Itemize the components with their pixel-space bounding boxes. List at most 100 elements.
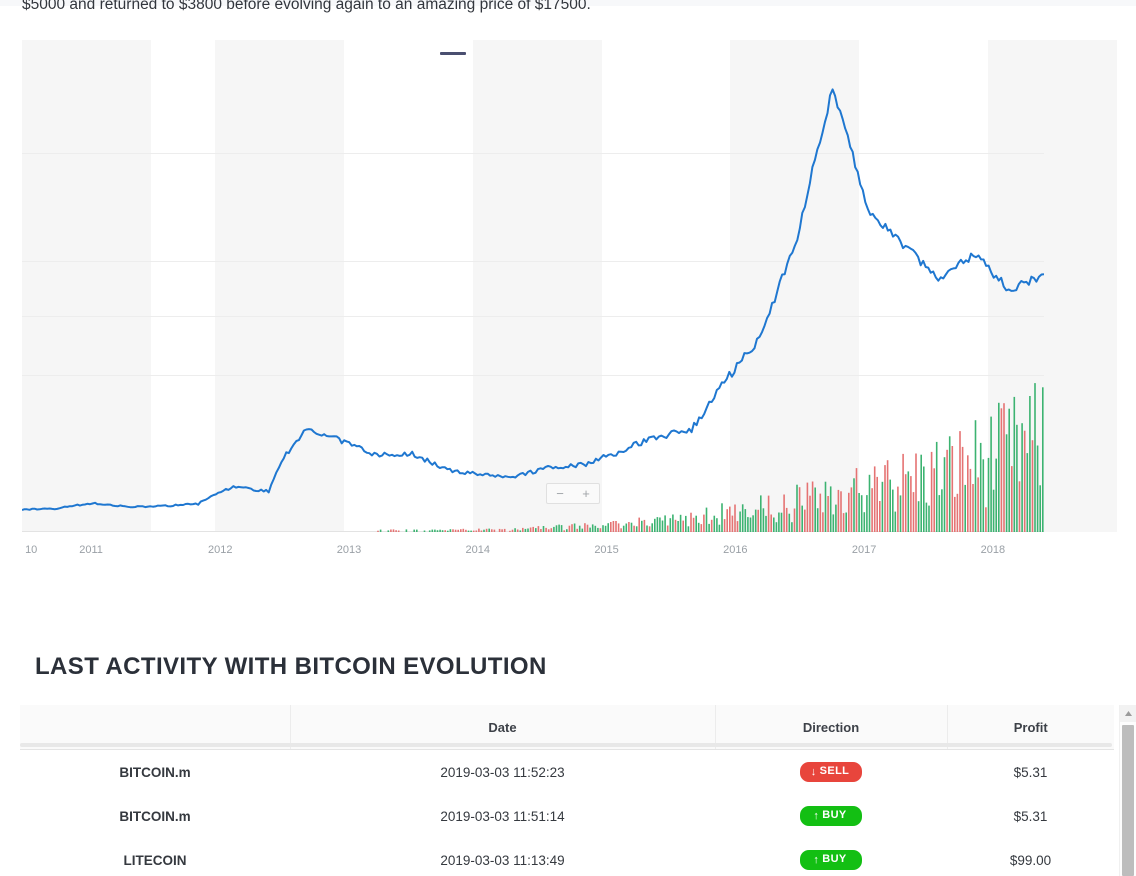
- volume-bar: [654, 518, 656, 532]
- activity-table-container[interactable]: Date Direction Profit BITCOIN.m 2019-03-0…: [20, 705, 1116, 876]
- volume-bar: [822, 512, 824, 532]
- volume-bar: [628, 522, 630, 532]
- table-row[interactable]: BITCOIN.m 2019-03-03 11:51:14 ↑ BUY $5.31: [20, 794, 1114, 838]
- volume-bar: [576, 528, 578, 532]
- chart-gridline: [22, 374, 1044, 376]
- volume-bar: [775, 522, 778, 532]
- chart-plot-area[interactable]: [22, 40, 1117, 532]
- volume-bar: [677, 521, 679, 532]
- volume-bar: [661, 520, 664, 532]
- volume-bar: [620, 528, 622, 532]
- zoom-in-button[interactable]: +: [582, 486, 590, 501]
- column-header-symbol[interactable]: [20, 705, 291, 750]
- volume-bar: [941, 489, 943, 532]
- volume-bar: [641, 520, 643, 532]
- volume-bar: [485, 528, 488, 532]
- volume-bar: [607, 523, 609, 532]
- volume-bar: [615, 521, 617, 532]
- volume-bar: [638, 517, 640, 532]
- volume-bar: [747, 517, 749, 532]
- volume-bar: [705, 507, 708, 532]
- table-header-row: Date Direction Profit: [20, 705, 1114, 750]
- volume-bar: [992, 489, 995, 532]
- volume-bar: [594, 525, 597, 532]
- volume-bar: [904, 474, 907, 532]
- volume-bar: [858, 493, 860, 532]
- volume-bar: [801, 505, 803, 532]
- volume-bar: [718, 524, 721, 532]
- volume-bar: [540, 529, 542, 532]
- volume-bar: [480, 530, 483, 532]
- volume-bar: [488, 528, 490, 532]
- volume-bar: [793, 508, 796, 532]
- volume-bar: [646, 525, 648, 532]
- column-header-profit[interactable]: Profit: [947, 705, 1114, 750]
- volume-bar: [1008, 408, 1010, 532]
- table-row[interactable]: BITCOIN.m 2019-03-03 11:52:23 ↓ SELL $5.31: [20, 749, 1114, 794]
- volume-bar: [560, 525, 563, 532]
- volume-bar: [405, 529, 408, 532]
- volume-bar: [431, 529, 434, 532]
- volume-bar: [682, 520, 684, 532]
- chart-year-band: [215, 40, 345, 532]
- column-header-direction[interactable]: Direction: [715, 705, 948, 750]
- volume-bar: [491, 529, 493, 532]
- volume-bar: [377, 530, 379, 532]
- zoom-out-button[interactable]: −: [556, 486, 564, 501]
- volume-bar: [604, 525, 607, 532]
- horizontal-scrollbar-thumb[interactable]: [20, 743, 1112, 747]
- volume-bar: [1023, 430, 1026, 532]
- direction-badge-sell: ↓ SELL: [800, 762, 862, 782]
- volume-bar: [765, 515, 767, 532]
- vertical-scrollbar[interactable]: [1119, 705, 1136, 876]
- volume-bar: [928, 505, 930, 532]
- volume-bar: [439, 529, 441, 532]
- volume-bar: [674, 519, 677, 532]
- volume-bar: [545, 527, 547, 532]
- volume-bar: [754, 509, 757, 532]
- volume-bar: [917, 501, 920, 532]
- volume-bar: [946, 449, 948, 532]
- x-axis-tick-label: 2012: [208, 544, 233, 556]
- direction-label: BUY: [822, 809, 847, 821]
- x-axis-tick-label: 2011: [79, 544, 103, 556]
- volume-bar: [1031, 440, 1034, 532]
- volume-bar: [697, 522, 700, 532]
- bitcoin-price-chart[interactable]: 10 2011 2012 2013 2014 2015 2016 2017 2018 − +: [0, 26, 1136, 556]
- activity-table-body: BITCOIN.m 2019-03-03 11:52:23 ↓ SELL $5.31 BI…: [20, 749, 1114, 876]
- volume-bar: [586, 524, 589, 532]
- volume-bar: [767, 495, 770, 532]
- cell-profit: $99.00: [947, 838, 1114, 876]
- volume-bar: [1034, 383, 1036, 532]
- volume-bar: [752, 515, 754, 532]
- chart-gridline: [22, 315, 1044, 317]
- scroll-up-arrow-icon[interactable]: [1120, 705, 1136, 722]
- volume-bar: [602, 525, 604, 532]
- volume-bar: [710, 519, 713, 532]
- volume-bar: [925, 502, 928, 532]
- volume-bar: [454, 529, 457, 532]
- volume-bar: [979, 442, 982, 532]
- volume-bar: [1005, 434, 1008, 532]
- volume-bar: [553, 526, 555, 532]
- volume-bar: [881, 481, 884, 532]
- volume-bar: [581, 528, 584, 532]
- volume-bar: [840, 491, 842, 532]
- x-axis-tick-label: 2016: [723, 544, 748, 556]
- volume-bar: [972, 484, 974, 532]
- table-row[interactable]: LITECOIN 2019-03-03 11:13:49 ↑ BUY $99.00: [20, 838, 1114, 876]
- volume-bar: [902, 453, 904, 532]
- volume-bar: [519, 530, 522, 532]
- volume-bar-series: [377, 383, 1044, 532]
- volume-bar: [475, 530, 478, 532]
- volume-bar: [633, 525, 635, 532]
- column-header-date[interactable]: Date: [290, 705, 716, 750]
- chart-zoom-control[interactable]: − +: [546, 483, 600, 504]
- volume-bar: [617, 523, 620, 532]
- chart-year-band: [472, 40, 602, 532]
- direction-badge-buy: ↑ BUY: [800, 806, 862, 826]
- volume-bar: [889, 479, 891, 532]
- vertical-scrollbar-thumb[interactable]: [1122, 725, 1134, 876]
- cell-date: 2019-03-03 11:51:14: [290, 794, 715, 838]
- volume-bar: [827, 496, 829, 532]
